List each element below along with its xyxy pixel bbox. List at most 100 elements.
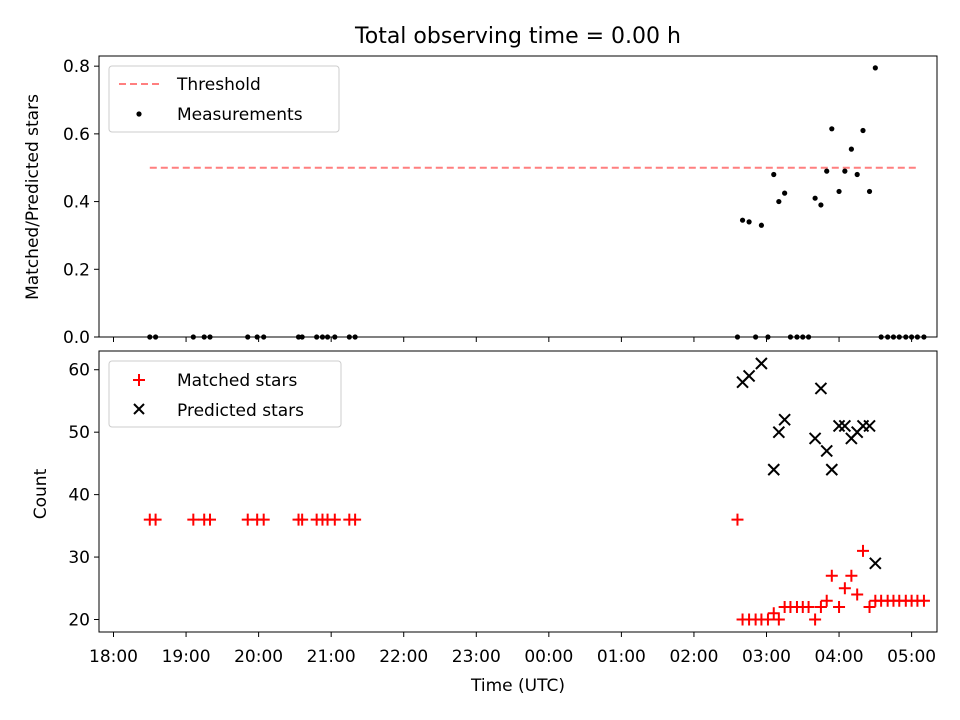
bottom-y-tick-label: 50 (68, 423, 90, 443)
top-legend-box (108, 65, 340, 133)
measurement-point (848, 146, 854, 152)
top-plot-area (147, 65, 927, 340)
measurement-point (782, 190, 788, 196)
top-y-tick-label: 0.0 (63, 328, 90, 348)
x-tick-label: 20:00 (234, 647, 283, 667)
predicted-star-point (772, 425, 786, 439)
x-tick-label: 03:00 (742, 647, 791, 667)
legend-predicted-label: Predicted stars (177, 401, 304, 421)
x-tick-label: 02:00 (669, 647, 718, 667)
measurement-point (812, 195, 818, 201)
matched-star-point (856, 544, 869, 557)
bottom-panel: 20 30 40 50 60 18:00 19:00 20:00 21:00 22:00 23:0… (31, 350, 938, 696)
bottom-y-axis-label: Count (31, 468, 51, 519)
matched-star-point (917, 594, 930, 607)
measurement-point (818, 202, 824, 208)
predicted-star-point (838, 419, 852, 433)
top-y-tick-label: 0.2 (63, 260, 90, 280)
chart-title: Total observing time = 0.00 h (354, 24, 681, 49)
measurement-point (771, 171, 777, 178)
predicted-star-point (778, 413, 791, 426)
legend-matched-swatch (133, 374, 145, 386)
matched-star-point (825, 569, 838, 582)
top-panel: 0.00.20.40.60.8 Matched/Predicted stars … (23, 55, 938, 348)
predicted-star-point (832, 419, 846, 433)
x-tick-label: 23:00 (452, 647, 501, 667)
measurement-point (872, 65, 878, 71)
bottom-y-tick-label: 20 (68, 611, 90, 631)
matched-star-point (802, 601, 815, 614)
bottom-x-ticks: 18:00 19:00 20:00 21:00 22:00 23:00 00:00 01:00… (89, 632, 936, 667)
matched-star-point (257, 513, 270, 526)
predicted-star-point (814, 382, 828, 395)
x-axis-label: Time (UTC) (470, 676, 565, 696)
predicted-stars-series (736, 357, 882, 570)
bottom-y-ticks: 20 30 40 50 60 (68, 361, 99, 631)
measurement-point (824, 168, 830, 174)
x-tick-label: 04:00 (815, 647, 864, 667)
matched-star-point (204, 513, 217, 526)
measurement-point (739, 217, 746, 223)
top-y-tick-label: 0.6 (63, 125, 90, 145)
matched-star-point (731, 513, 744, 526)
matched-star-point (772, 613, 785, 626)
predicted-star-point (863, 419, 876, 433)
predicted-star-point (820, 444, 833, 458)
top-x-ticks (113, 337, 913, 342)
matched-star-point (863, 601, 876, 614)
measurement-point (829, 126, 835, 132)
x-tick-label: 05:00 (887, 647, 936, 667)
top-y-tick-label: 0.4 (63, 193, 90, 213)
predicted-star-point (825, 463, 839, 476)
top-axes-frame (98, 55, 938, 338)
predicted-star-point (869, 557, 882, 570)
top-legend: Threshold Measurements (108, 65, 340, 133)
bottom-axes-frame (98, 350, 938, 633)
top-y-axis-label: Matched/Predicted stars (23, 94, 43, 300)
measurement-point (836, 188, 842, 195)
matched-star-point (349, 513, 362, 526)
matched-stars-series (143, 513, 930, 626)
measurement-point (866, 188, 873, 195)
matched-star-point (851, 588, 864, 601)
bottom-y-tick-label: 30 (68, 548, 90, 568)
matched-star-point (820, 594, 833, 607)
legend-measurements-label: Measurements (177, 105, 303, 125)
matched-star-point (767, 607, 780, 620)
matched-star-point (814, 601, 827, 614)
matched-star-point (833, 601, 846, 614)
measurement-point (860, 127, 866, 134)
x-tick-label: 01:00 (597, 647, 646, 667)
legend-measurements-swatch (136, 111, 142, 117)
top-y-ticks: 0.0 0.2 0.4 0.6 0.8 (63, 57, 99, 348)
matched-star-point (296, 513, 309, 526)
bottom-y-tick-label: 60 (68, 361, 90, 381)
legend-matched-label: Matched stars (177, 371, 297, 391)
x-tick-label: 21:00 (307, 647, 356, 667)
measurement-point (842, 168, 848, 174)
bottom-plot-area (143, 357, 930, 626)
matched-star-point (187, 513, 200, 526)
x-tick-label: 18:00 (89, 647, 138, 667)
matched-star-point (809, 613, 822, 626)
x-tick-label: 22:00 (379, 647, 428, 667)
predicted-star-point (742, 369, 756, 383)
legend-predicted-swatch (133, 403, 145, 415)
matched-star-point (845, 569, 858, 582)
measurement-point (746, 219, 752, 225)
matched-star-point (761, 613, 774, 626)
matched-star-point (328, 513, 341, 526)
measurement-point (854, 171, 860, 178)
predicted-star-point (755, 357, 768, 370)
legend-threshold-label: Threshold (176, 75, 261, 95)
matched-star-point (149, 513, 162, 526)
measurement-point (776, 198, 782, 205)
bottom-y-tick-label: 40 (68, 486, 90, 506)
bottom-legend: Matched stars Predicted stars (108, 360, 342, 428)
predicted-star-point (767, 463, 780, 476)
x-tick-label: 19:00 (162, 647, 211, 667)
matched-star-point (838, 582, 851, 595)
predicted-star-point (808, 432, 822, 445)
bottom-legend-box (108, 360, 342, 428)
